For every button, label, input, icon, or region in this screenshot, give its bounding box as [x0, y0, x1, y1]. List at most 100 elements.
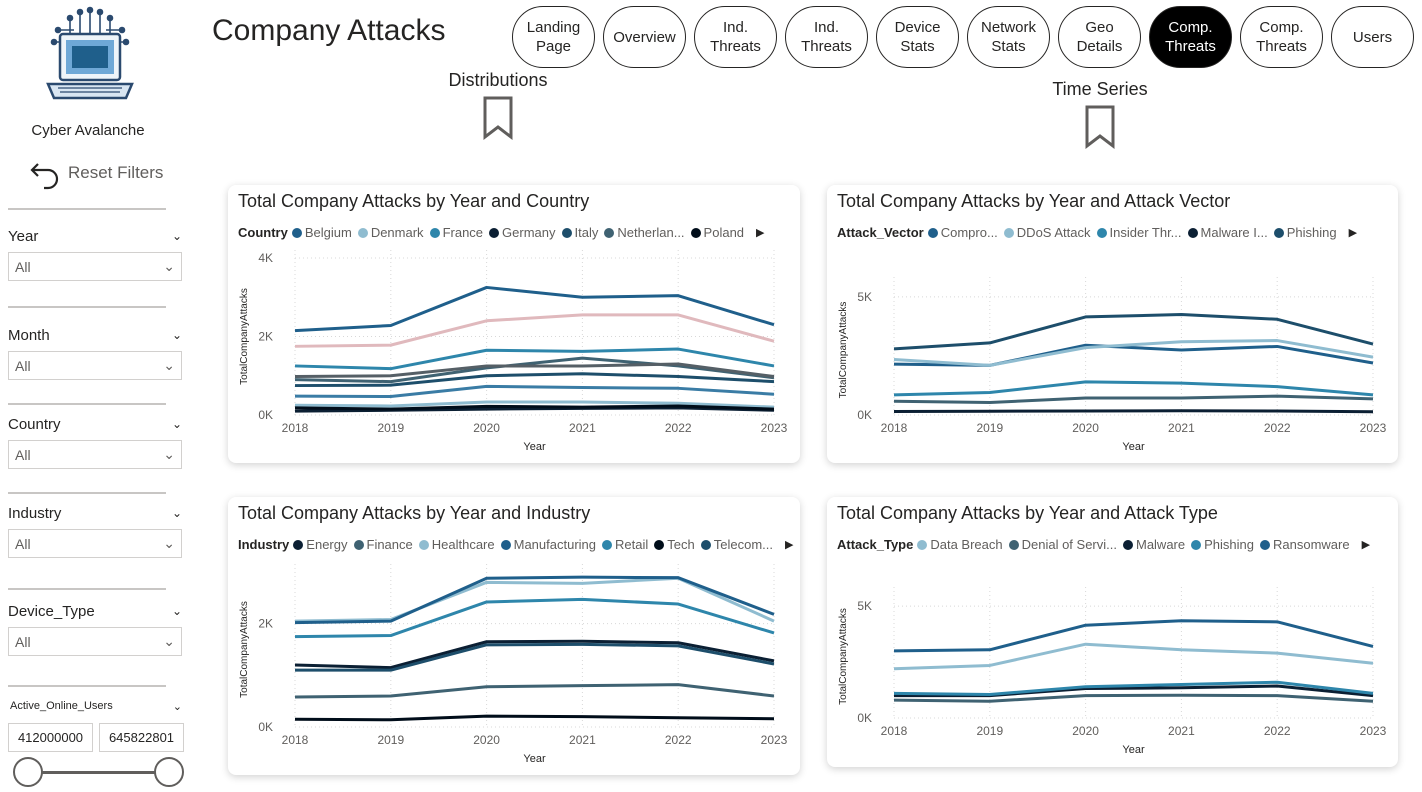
x-tick-label: 2022: [665, 733, 692, 747]
year-dropdown[interactable]: All ⌄: [8, 252, 182, 281]
chevron-down-icon: ⌄: [163, 357, 175, 373]
legend-item[interactable]: Denial of Servi...: [1008, 537, 1117, 552]
month-dropdown[interactable]: All ⌄: [8, 351, 182, 380]
device-type-dropdown[interactable]: All ⌄: [8, 627, 182, 656]
series-line[interactable]: [893, 339, 1374, 367]
legend-label: Denial of Servi...: [1021, 537, 1117, 552]
chevron-down-icon[interactable]: ⌄: [171, 506, 182, 520]
series-line[interactable]: [294, 313, 775, 348]
legend-next-arrow-icon[interactable]: ▶: [1361, 539, 1371, 551]
series-line[interactable]: [294, 404, 775, 411]
range-slider-track[interactable]: [28, 771, 169, 774]
legend-item[interactable]: Malware I...: [1187, 225, 1268, 240]
nav-button[interactable]: Ind. Threats: [785, 6, 868, 68]
series-line[interactable]: [294, 400, 775, 409]
legend-item[interactable]: Data Breach: [917, 537, 1003, 552]
series-line[interactable]: [893, 680, 1374, 697]
series-line[interactable]: [294, 714, 775, 722]
legend-item[interactable]: Malware: [1122, 537, 1185, 552]
chevron-down-icon: ⌄: [163, 535, 175, 551]
y-axis-title: TotalCompanyAttacks: [838, 608, 849, 705]
series-line[interactable]: [893, 693, 1374, 703]
series-line[interactable]: [893, 343, 1374, 367]
chevron-down-icon: ⌄: [163, 633, 175, 649]
legend-item[interactable]: Italy: [561, 225, 598, 240]
series-line[interactable]: [294, 372, 775, 388]
series-line[interactable]: [295, 642, 775, 672]
legend-item[interactable]: Telecom...: [700, 537, 773, 552]
series-line[interactable]: [294, 384, 775, 399]
legend-swatch: [429, 227, 440, 238]
chevron-down-icon[interactable]: ⌄: [171, 604, 182, 618]
industry-dropdown[interactable]: All ⌄: [8, 529, 182, 558]
series-line[interactable]: [294, 683, 775, 699]
legend-label: Belgium: [304, 225, 352, 240]
line-chart: 0K 5K 2018 2019 2020 2021 2022 2023 Year TotalCom…: [838, 587, 1387, 756]
nav-button[interactable]: Landing Page: [512, 6, 595, 68]
range-min-input[interactable]: 412000000: [8, 723, 93, 752]
series-line[interactable]: [893, 409, 1374, 414]
legend-item[interactable]: DDoS Attack: [1003, 225, 1091, 240]
reset-filters-label: Reset Filters: [68, 163, 164, 182]
nav-button[interactable]: Overview: [603, 6, 686, 68]
nav-button[interactable]: Geo Details: [1058, 6, 1141, 68]
y-tick-label: 0K: [857, 408, 872, 422]
nav-button[interactable]: Device Stats: [876, 6, 959, 68]
range-slider-min-handle[interactable]: [13, 757, 43, 787]
range-max-input[interactable]: 645822801: [99, 723, 184, 752]
distributions-bookmark[interactable]: Distributions: [443, 70, 553, 146]
y-tick-label: 0K: [857, 711, 872, 725]
legend-item[interactable]: Phishing: [1191, 537, 1254, 552]
legend-next-arrow-icon[interactable]: ▶: [756, 227, 765, 239]
series-line[interactable]: [893, 313, 1374, 351]
legend-item[interactable]: Germany: [489, 225, 556, 240]
chevron-down-icon[interactable]: ⌄: [171, 328, 182, 342]
nav-button[interactable]: Network Stats: [967, 6, 1050, 68]
series-line[interactable]: [893, 394, 1374, 404]
legend-item[interactable]: Ransomware: [1259, 537, 1350, 552]
chart-legend: Country Belgium Denmark France Germany Italy N…: [238, 225, 765, 240]
range-slider-max-handle[interactable]: [154, 757, 184, 787]
nav-button[interactable]: Comp. Threats: [1149, 6, 1232, 68]
legend-item[interactable]: Energy: [293, 537, 348, 552]
legend-swatch: [604, 227, 615, 238]
legend-item[interactable]: Finance: [353, 537, 413, 552]
legend-swatch: [602, 539, 613, 550]
legend-item[interactable]: Denmark: [357, 225, 424, 240]
legend-item[interactable]: Netherlan...: [604, 225, 685, 240]
series-line[interactable]: [893, 619, 1374, 653]
series-line[interactable]: [294, 639, 775, 670]
time-series-bookmark[interactable]: Time Series: [1045, 79, 1155, 155]
nav-button[interactable]: Users: [1331, 6, 1414, 68]
series-line[interactable]: [294, 362, 775, 379]
legend-swatch: [1187, 227, 1198, 238]
chevron-down-icon[interactable]: ⌄: [171, 417, 182, 431]
legend-item[interactable]: Compro...: [927, 225, 998, 240]
legend-item[interactable]: Insider Thr...: [1096, 225, 1182, 240]
legend-item[interactable]: Belgium: [291, 225, 352, 240]
legend-item[interactable]: Healthcare: [418, 537, 495, 552]
nav-button[interactable]: Ind. Threats: [694, 6, 777, 68]
legend-next-arrow-icon[interactable]: ▶: [784, 539, 794, 551]
reset-filters-button[interactable]: Reset Filters: [28, 155, 163, 191]
series-line[interactable]: [893, 380, 1374, 397]
legend-item[interactable]: France: [429, 225, 483, 240]
legend-item[interactable]: Tech: [654, 537, 695, 552]
country-dropdown[interactable]: All ⌄: [8, 440, 182, 469]
legend-item[interactable]: Poland: [690, 225, 744, 240]
legend-next-arrow-icon[interactable]: ▶: [1348, 227, 1358, 239]
series-line[interactable]: [294, 347, 775, 371]
nav-button[interactable]: Comp. Threats: [1240, 6, 1323, 68]
chevron-down-icon[interactable]: ⌄: [171, 229, 182, 243]
series-line[interactable]: [294, 406, 775, 413]
series-line[interactable]: [893, 642, 1374, 671]
series-line[interactable]: [294, 356, 775, 384]
legend-item[interactable]: Retail: [602, 537, 648, 552]
series-line[interactable]: [294, 575, 775, 625]
chevron-down-icon[interactable]: ⌄: [172, 701, 182, 713]
legend-item[interactable]: Manufacturing: [500, 537, 596, 552]
legend-label: Energy: [306, 537, 348, 552]
series-line[interactable]: [294, 285, 775, 333]
legend-item[interactable]: Phishing: [1273, 225, 1337, 240]
series-line[interactable]: [294, 597, 775, 639]
